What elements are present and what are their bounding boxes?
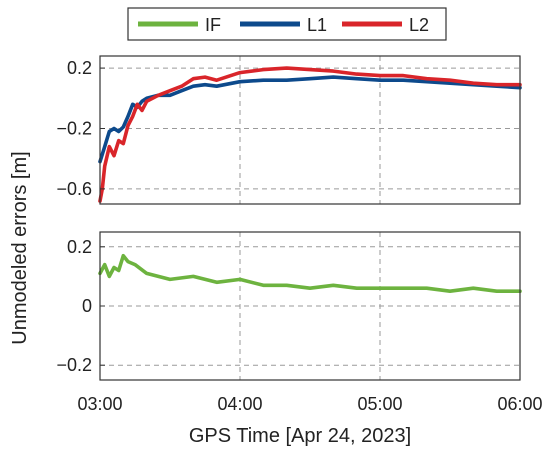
legend-label-l2: L2: [409, 15, 429, 35]
top-series: [98, 66, 522, 203]
x-tick-label: 03:00: [77, 394, 122, 414]
top-panel: 0.2 −0.2 −0.6: [56, 55, 522, 205]
top-y-tick-label: 0.2: [67, 58, 92, 78]
bot-y-tick-label: 0.2: [67, 237, 92, 257]
top-y-tick-label: −0.2: [56, 118, 92, 138]
top-y-ticks: 0.2 −0.2 −0.6: [56, 58, 105, 199]
top-plot-frame: [99, 55, 521, 205]
x-axis-label: GPS Time [Apr 24, 2023]: [189, 425, 411, 447]
legend: IF L1 L2: [127, 7, 447, 41]
y-axis-label: Unmodeled errors [m]: [9, 151, 31, 344]
series-line-l2: [98, 66, 522, 203]
x-tick-label: 04:00: [217, 394, 262, 414]
bottom-series: [98, 253, 522, 294]
bottom-panel: 0.2 0 −0.2 03:00 04:00 05:00 06:00: [56, 231, 543, 414]
bottom-grid: [100, 232, 520, 380]
x-tick-label: 05:00: [357, 394, 402, 414]
bot-y-tick-label: 0: [82, 296, 92, 316]
legend-label-if: IF: [205, 15, 221, 35]
series-line-l1: [98, 75, 522, 164]
bottom-y-ticks: 0.2 0 −0.2: [56, 237, 105, 375]
series-line-if: [98, 253, 522, 294]
top-y-tick-label: −0.6: [56, 179, 92, 199]
legend-label-l1: L1: [307, 15, 327, 35]
x-tick-label: 06:00: [497, 394, 542, 414]
bot-y-tick-label: −0.2: [56, 355, 92, 375]
x-ticks: 03:00 04:00 05:00 06:00: [77, 394, 542, 414]
